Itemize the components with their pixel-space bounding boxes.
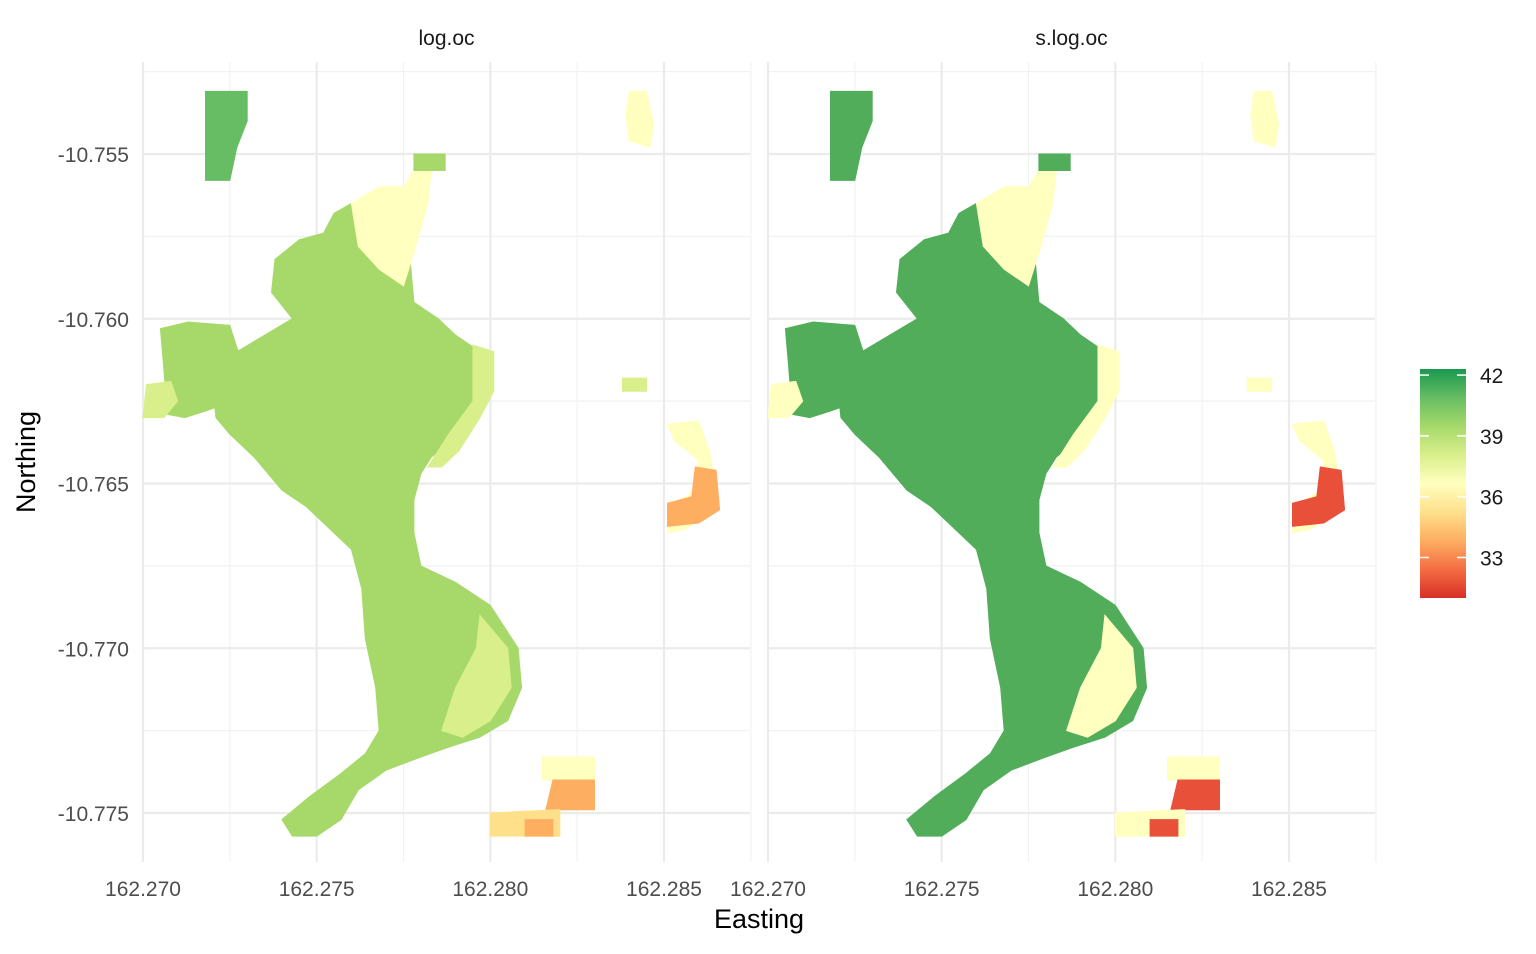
x-tick-label-1-0: 162.270 bbox=[105, 878, 181, 901]
region-main-island-panel-2 bbox=[836, 202, 1148, 837]
facet-label-2: s.log.oc bbox=[1035, 27, 1107, 50]
legend-label-2: 36 bbox=[1480, 487, 1503, 510]
region-eastern-fringe-panel-1 bbox=[426, 344, 495, 468]
region-south-reef-spot-panel-1 bbox=[524, 819, 554, 837]
y-tick-label-2: -10.765 bbox=[58, 474, 129, 497]
region-northwest-patch-panel-1 bbox=[205, 90, 248, 181]
x-tick-label-1-3: 162.285 bbox=[626, 878, 702, 901]
region-inner-bay-fringe-panel-2 bbox=[1066, 614, 1137, 738]
legend-color-bar bbox=[1420, 369, 1466, 598]
region-inner-bay-fringe-panel-1 bbox=[441, 614, 512, 738]
region-main-island-panel-1 bbox=[211, 202, 523, 837]
x-tick-label-2-0: 162.270 bbox=[730, 878, 806, 901]
facet-panel-2: s.log.oc 162.270 162.275 162.280 162.285 bbox=[730, 27, 1377, 901]
region-east-small-islet-panel-2 bbox=[1246, 377, 1273, 392]
legend-label-1: 39 bbox=[1480, 426, 1503, 449]
region-south-east-reef-panel-1 bbox=[541, 756, 595, 781]
region-eastern-fringe-panel-2 bbox=[1051, 344, 1120, 468]
region-far-west-fringe-panel-1 bbox=[142, 380, 179, 419]
legend-label-0: 42 bbox=[1480, 365, 1503, 388]
x-tick-label-1-1: 162.275 bbox=[279, 878, 355, 901]
region-south-east-reef-core-panel-2 bbox=[1170, 779, 1220, 811]
y-axis-title: Northing bbox=[11, 411, 41, 513]
region-northern-peninsula-panel-1 bbox=[350, 170, 432, 287]
y-tick-label-4: -10.775 bbox=[58, 803, 129, 826]
x-tick-label-1-2: 162.280 bbox=[452, 878, 528, 901]
region-northern-peninsula-panel-2 bbox=[975, 170, 1057, 287]
x-axis-title: Easting bbox=[714, 904, 804, 934]
region-north-islet-panel-2 bbox=[1038, 153, 1071, 171]
region-east-ring-south-arc-panel-2 bbox=[1292, 466, 1346, 527]
region-east-ring-south-arc-panel-1 bbox=[667, 466, 721, 527]
facet-label-1: log.oc bbox=[418, 27, 474, 50]
region-northwest-patch-panel-2 bbox=[830, 90, 873, 181]
x-tick-label-2-2: 162.280 bbox=[1077, 878, 1153, 901]
region-south-east-reef-core-panel-1 bbox=[545, 779, 595, 811]
region-far-west-fringe-panel-2 bbox=[767, 380, 804, 419]
legend-label-3: 33 bbox=[1480, 547, 1503, 570]
facet-panel-1: log.oc 162.270 162.275 162.280 162.285 bbox=[105, 27, 752, 901]
region-north-east-islet-panel-1 bbox=[625, 90, 655, 149]
region-south-east-reef-panel-2 bbox=[1166, 756, 1220, 781]
x-tick-label-2-3: 162.285 bbox=[1251, 878, 1327, 901]
region-north-islet-panel-1 bbox=[413, 153, 446, 171]
y-tick-label-1: -10.760 bbox=[58, 309, 129, 332]
x-tick-label-2-1: 162.275 bbox=[904, 878, 980, 901]
region-east-small-islet-panel-1 bbox=[621, 377, 648, 392]
region-north-east-islet-panel-2 bbox=[1250, 90, 1280, 149]
y-tick-label-3: -10.770 bbox=[58, 638, 129, 661]
y-tick-label-0: -10.755 bbox=[58, 144, 129, 167]
region-south-reef-spot-panel-2 bbox=[1149, 819, 1179, 837]
